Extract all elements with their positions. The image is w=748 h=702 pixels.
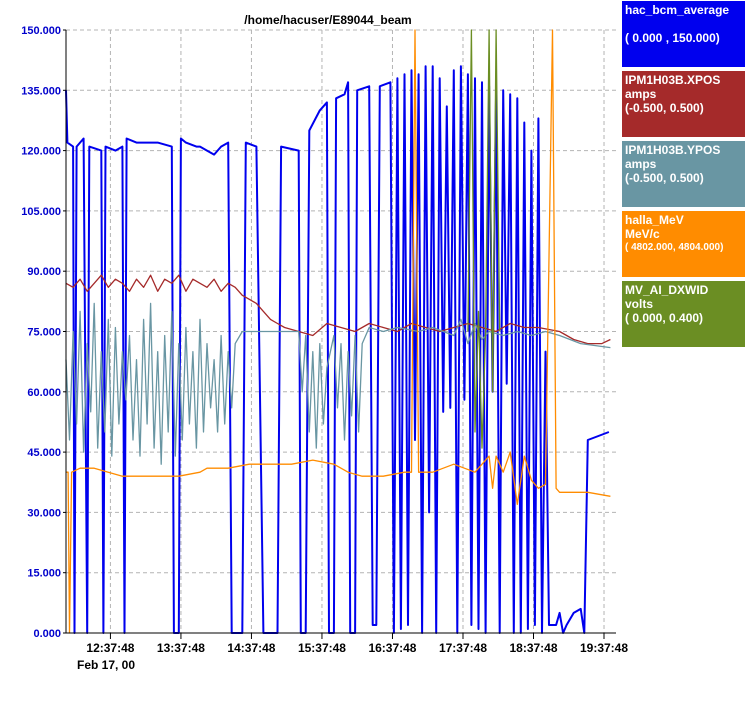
legend-series-unit: amps [625, 157, 657, 171]
chart-title: /home/hacuser/E89044_beam [244, 13, 411, 27]
legend-entry-hac-bcm-average[interactable]: hac_bcm_average ( 0.000 , 150.000) [621, 0, 746, 68]
legend-series-name: IPM1H03B.YPOS [625, 143, 721, 157]
legend-series-name: halla_MeV [625, 213, 684, 227]
y-tick-label: 135.000 [21, 85, 61, 97]
y-tick-label: 15.000 [27, 568, 61, 580]
y-tick-label: 120.000 [21, 146, 61, 158]
y-tick-label: 105.000 [21, 206, 61, 218]
legend-series-unit: MeV/c [625, 227, 660, 241]
y-tick-label: 150.000 [21, 25, 61, 37]
series-line-halla-mev [66, 29, 611, 634]
legend-series-range: (-0.500, 0.500) [625, 171, 704, 185]
legend-entry-halla-mev[interactable]: halla_MeV MeV/c ( 4802.000, 4804.000) [621, 210, 746, 278]
y-tick-labels: 0.000 15.000 30.000 45.000 60.000 75.000 90.00… [21, 25, 66, 640]
x-tick-label: 13:37:48 [157, 641, 205, 655]
x-tick-label: 12:37:48 [86, 641, 134, 655]
x-tick-label: 15:37:48 [298, 641, 346, 655]
series-line-hac-bcm-average [65, 65, 610, 634]
series-line-ipm1h03b-xpos [65, 274, 611, 345]
y-tick-label: 60.000 [27, 387, 61, 399]
legend-entry-mv-ai-dxwid[interactable]: MV_AI_DXWID volts ( 0.000, 0.400) [621, 280, 746, 348]
legend-series-range: ( 4802.000, 4804.000) [625, 242, 724, 253]
x-tick-label: 16:37:48 [368, 641, 416, 655]
legend-series-range: (-0.500, 0.500) [625, 101, 704, 115]
y-tick-label: 45.000 [27, 447, 61, 459]
legend-series-unit: volts [625, 297, 654, 311]
series-line-ipm1h03b-ypos [65, 302, 611, 465]
y-tick-label: 75.000 [27, 327, 61, 339]
series-line-mv-ai-dxwid [467, 29, 501, 449]
y-tick-label: 90.000 [27, 266, 61, 278]
legend-series-range: ( 0.000 , 150.000) [625, 31, 720, 45]
date-label: Feb 17, 00 [77, 658, 135, 672]
legend-series-range: ( 0.000, 0.400) [625, 311, 704, 325]
legend-series-name: hac_bcm_average [625, 3, 730, 17]
legend-series-unit: amps [625, 87, 657, 101]
y-tick-label: 0.000 [33, 628, 61, 640]
legend-entry-ipm1h03b-ypos[interactable]: IPM1H03B.YPOS amps (-0.500, 0.500) [621, 140, 746, 208]
x-tick-label: 17:37:48 [439, 641, 487, 655]
x-tick-label: 18:37:48 [509, 641, 557, 655]
y-tick-label: 30.000 [27, 507, 61, 519]
legend-entry-ipm1h03b-xpos[interactable]: IPM1H03B.XPOS amps (-0.500, 0.500) [621, 70, 746, 138]
legend-series-name: IPM1H03B.XPOS [625, 73, 721, 87]
legend-series-name: MV_AI_DXWID [625, 283, 709, 297]
x-tick-label: 14:37:48 [227, 641, 275, 655]
x-tick-label: 19:37:48 [580, 641, 628, 655]
x-tick-labels: 12:37:48 13:37:48 14:37:48 15:37:48 16:37:48… [86, 633, 628, 655]
